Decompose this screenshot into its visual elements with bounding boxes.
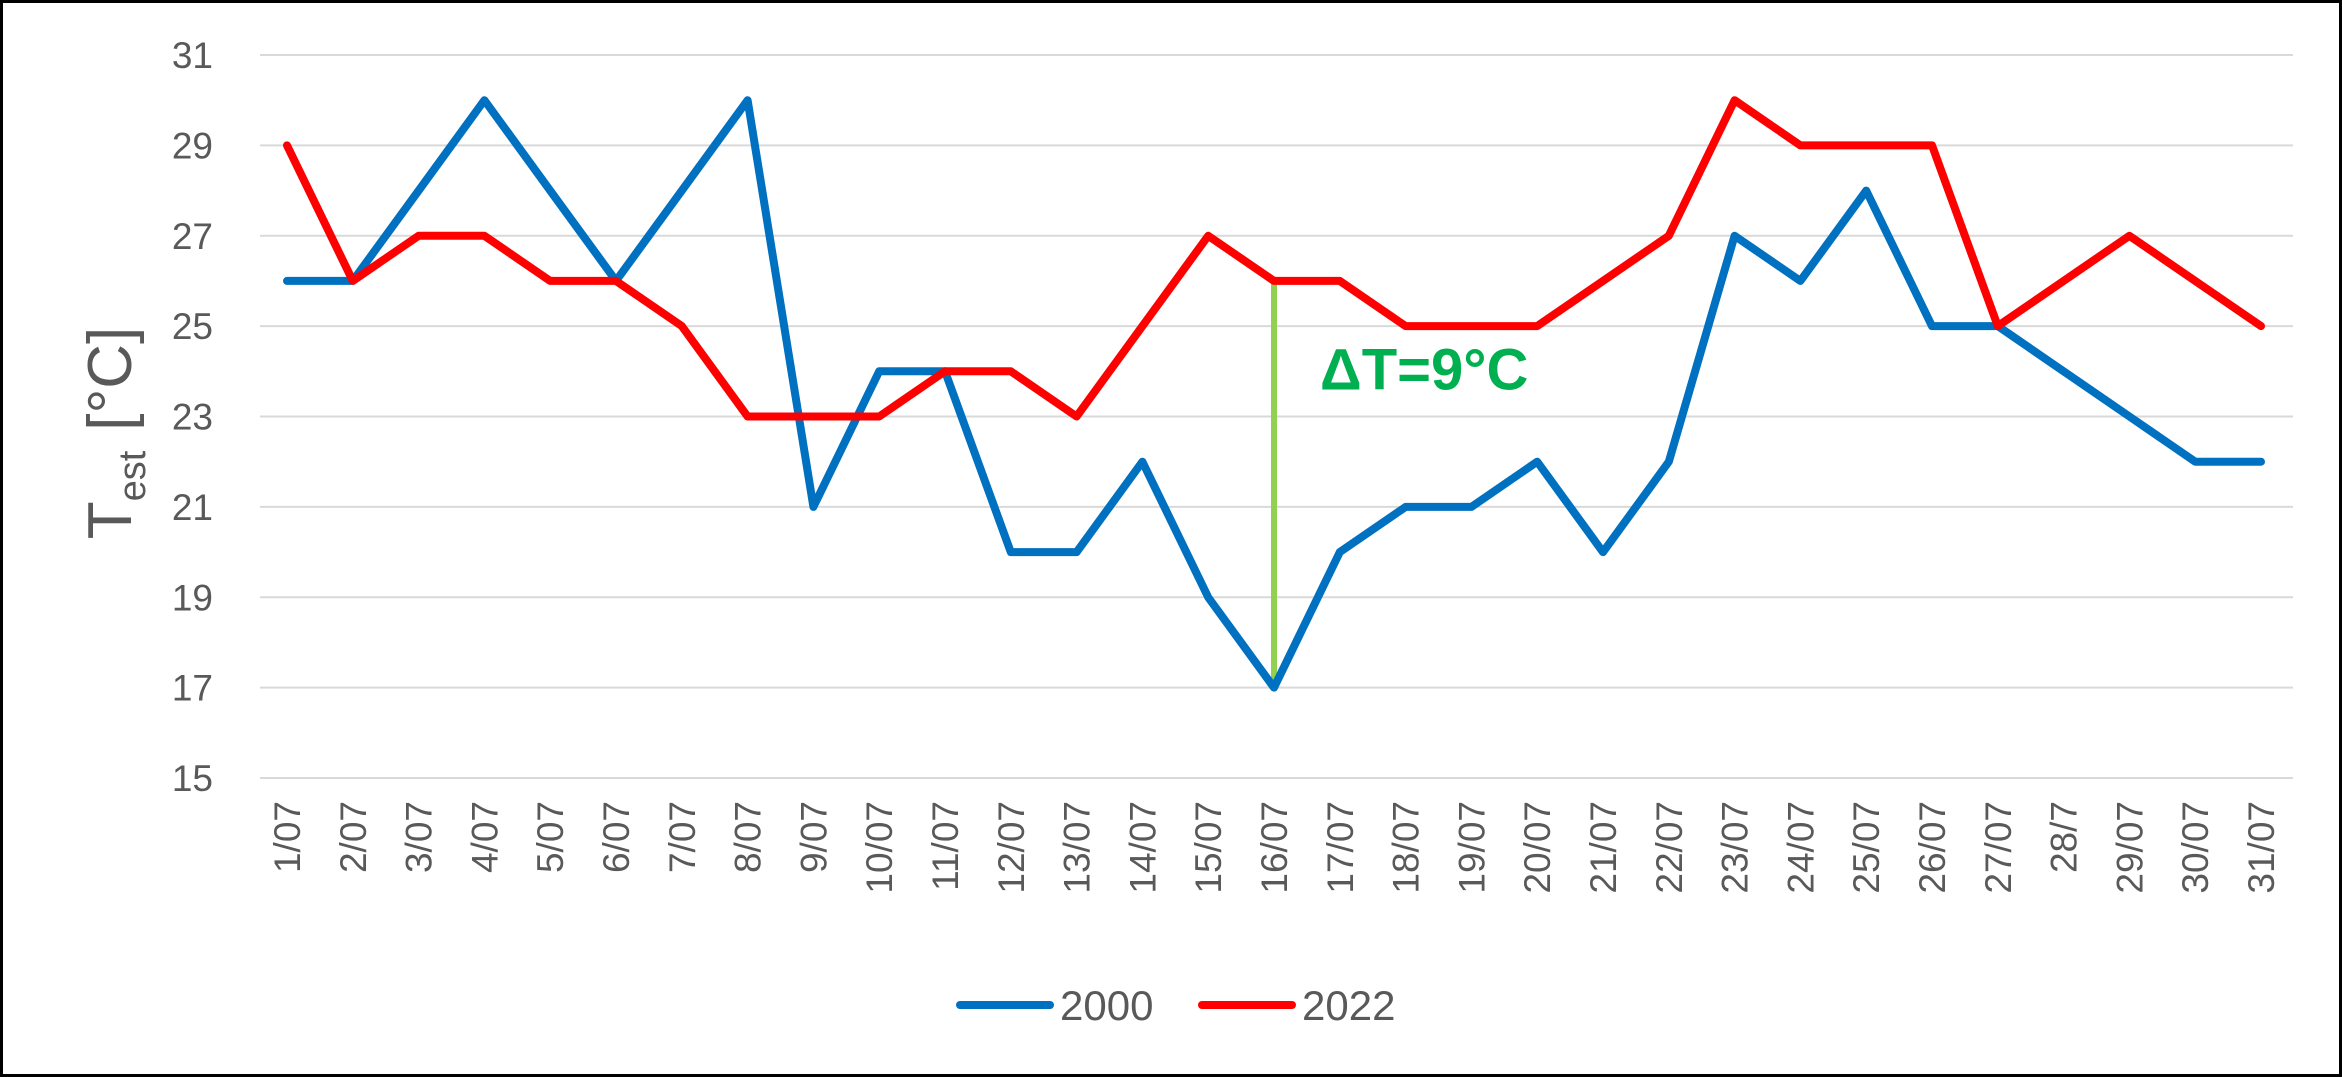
x-tick-label: 26/07 (1912, 801, 1953, 894)
x-tick-label: 13/07 (1057, 801, 1098, 894)
y-axis-title-unit: [°C] (76, 327, 145, 431)
x-tick-label: 18/07 (1386, 801, 1427, 894)
y-tick-label: 15 (172, 758, 213, 799)
x-tick-label: 8/07 (728, 801, 769, 873)
y-axis-title-main: T (76, 501, 145, 539)
x-tick-label: 11/07 (925, 801, 966, 891)
x-tick-label: 30/07 (2175, 801, 2216, 894)
x-tick-label: 16/07 (1254, 801, 1295, 894)
x-tick-label: 5/07 (530, 801, 571, 873)
y-axis-ticks: 15 17 19 21 23 25 27 29 31 (172, 35, 213, 799)
x-tick-label: 24/07 (1780, 801, 1821, 894)
y-tick-label: 23 (172, 397, 213, 438)
y-tick-label: 21 (172, 487, 213, 528)
legend-label-2000: 2000 (1060, 982, 1153, 1029)
x-tick-label: 19/07 (1451, 801, 1492, 894)
y-tick-label: 29 (172, 125, 213, 166)
y-axis-title-subscript: est (112, 450, 154, 501)
x-axis-ticks: 1/07 2/07 3/07 4/07 5/07 6/07 7/07 8/07 9/07 10/0… (267, 801, 2282, 894)
x-tick-label: 27/07 (1978, 801, 2019, 894)
y-tick-label: 25 (172, 306, 213, 347)
x-tick-label: 2/07 (333, 801, 374, 873)
x-tick-label: 10/07 (859, 801, 900, 894)
y-tick-label: 27 (172, 216, 213, 257)
x-tick-label: 29/07 (2109, 801, 2150, 894)
x-tick-label: 31/07 (2241, 801, 2282, 894)
x-tick-label: 20/07 (1517, 801, 1558, 894)
x-tick-label: 4/07 (464, 801, 505, 873)
delta-annotation-label: ΔT=9°C (1320, 337, 1528, 402)
series-lines (283, 96, 2265, 692)
x-tick-label: 7/07 (662, 801, 703, 873)
annotation-group: ΔT=9°C (1271, 280, 1528, 688)
x-tick-label: 25/07 (1846, 801, 1887, 894)
x-tick-label: 9/07 (793, 801, 834, 873)
x-tick-label: 21/07 (1583, 801, 1624, 894)
x-tick-label: 23/07 (1715, 801, 1756, 894)
x-tick-label: 17/07 (1320, 801, 1361, 894)
y-axis-title: Test [°C] (76, 327, 154, 540)
y-tick-label: 31 (172, 35, 213, 76)
x-tick-label: 22/07 (1649, 801, 1690, 894)
y-tick-label: 19 (172, 577, 213, 618)
x-tick-label: 3/07 (399, 801, 440, 873)
x-tick-label: 12/07 (991, 801, 1032, 894)
legend-label-2022: 2022 (1302, 982, 1395, 1029)
x-tick-label: 6/07 (596, 801, 637, 873)
legend: 2000 2022 (956, 982, 1395, 1029)
y-tick-label: 17 (172, 668, 213, 709)
x-tick-label: 1/07 (267, 801, 308, 873)
x-tick-label: 14/07 (1122, 801, 1163, 894)
line-chart: 15 17 19 21 23 25 27 29 31 1/07 2/07 3/07 4/07 5/07 6… (76, 35, 2293, 1029)
x-tick-label: 28/7 (2044, 801, 2085, 873)
x-tick-label: 15/07 (1188, 801, 1229, 894)
y-axis-label: Test [°C] (76, 327, 154, 540)
